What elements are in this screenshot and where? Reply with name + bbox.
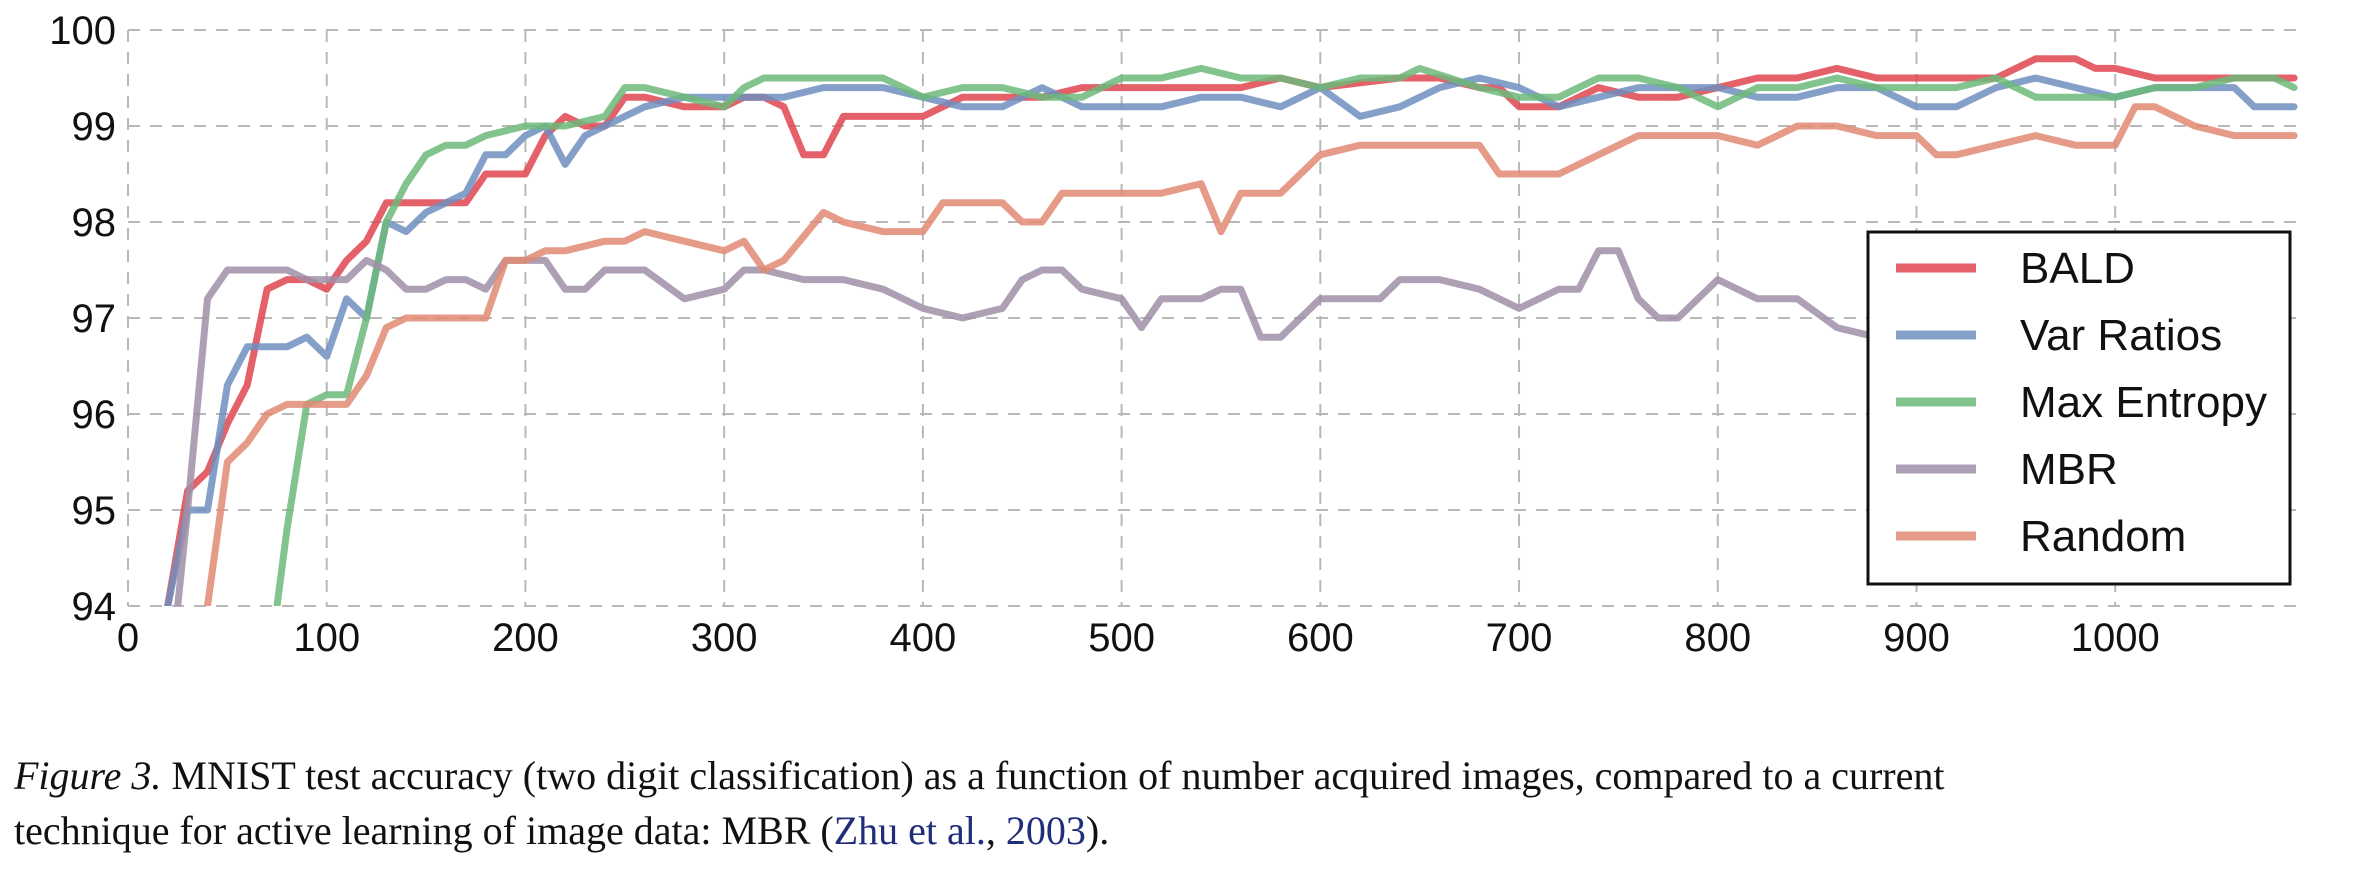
y-tick-label: 99 bbox=[72, 105, 117, 149]
caption-text-3: ). bbox=[1085, 808, 1110, 853]
legend-entry-label: Var Ratios bbox=[2020, 311, 2222, 360]
x-tick-label: 100 bbox=[293, 616, 360, 660]
x-tick-label: 0 bbox=[117, 616, 139, 660]
legend: BALD Var Ratios Max Entropy MBR Random bbox=[1866, 230, 2292, 586]
x-tick-label: 600 bbox=[1287, 616, 1354, 660]
caption-text-1: MNIST test accuracy (two digit classific… bbox=[161, 753, 1945, 798]
caption-text-2: technique for active learning of image d… bbox=[14, 808, 834, 853]
caption-line-2: technique for active learning of image d… bbox=[14, 803, 2344, 858]
figure-caption: Figure 3. MNIST test accuracy (two digit… bbox=[14, 748, 2344, 858]
legend-box bbox=[1866, 230, 2292, 586]
series-line-max-entropy bbox=[273, 64, 2298, 606]
y-tick-label: 100 bbox=[49, 9, 116, 53]
x-tick-label: 400 bbox=[890, 616, 957, 660]
x-tick-label: 500 bbox=[1088, 616, 1155, 660]
citation-authors-link[interactable]: Zhu et al. bbox=[833, 808, 986, 853]
citation-year-link[interactable]: 2003 bbox=[1005, 808, 1086, 853]
axes: 0 100 200 300 400 500 600 700 800 900 1000 94 95 96 97… bbox=[49, 9, 2159, 660]
caption-line-1: Figure 3. MNIST test accuracy (two digit… bbox=[14, 748, 2344, 803]
series-line-mbr bbox=[174, 247, 1881, 606]
y-tick-label: 96 bbox=[72, 393, 117, 437]
x-tick-label: 200 bbox=[492, 616, 559, 660]
x-tick-label: 800 bbox=[1684, 616, 1751, 660]
figure-label: Figure 3. bbox=[14, 753, 162, 798]
x-tick-label: 300 bbox=[691, 616, 758, 660]
legend-entry-label: MBR bbox=[2020, 445, 2118, 494]
citation-separator: , bbox=[985, 808, 1006, 853]
x-tick-label: 1000 bbox=[2071, 616, 2160, 660]
legend-entry-label: BALD bbox=[2020, 244, 2135, 293]
x-tick-label: 900 bbox=[1883, 616, 1950, 660]
y-tick-label: 94 bbox=[72, 585, 117, 629]
legend-entry-label: Random bbox=[2020, 512, 2186, 561]
legend-entry-label: Max Entropy bbox=[2020, 378, 2267, 427]
y-tick-label: 95 bbox=[72, 489, 117, 533]
y-tick-label: 97 bbox=[72, 297, 117, 341]
y-tick-label: 98 bbox=[72, 201, 117, 245]
x-tick-label: 700 bbox=[1486, 616, 1553, 660]
series-line-random bbox=[204, 103, 2298, 606]
series-lines bbox=[164, 55, 2298, 606]
